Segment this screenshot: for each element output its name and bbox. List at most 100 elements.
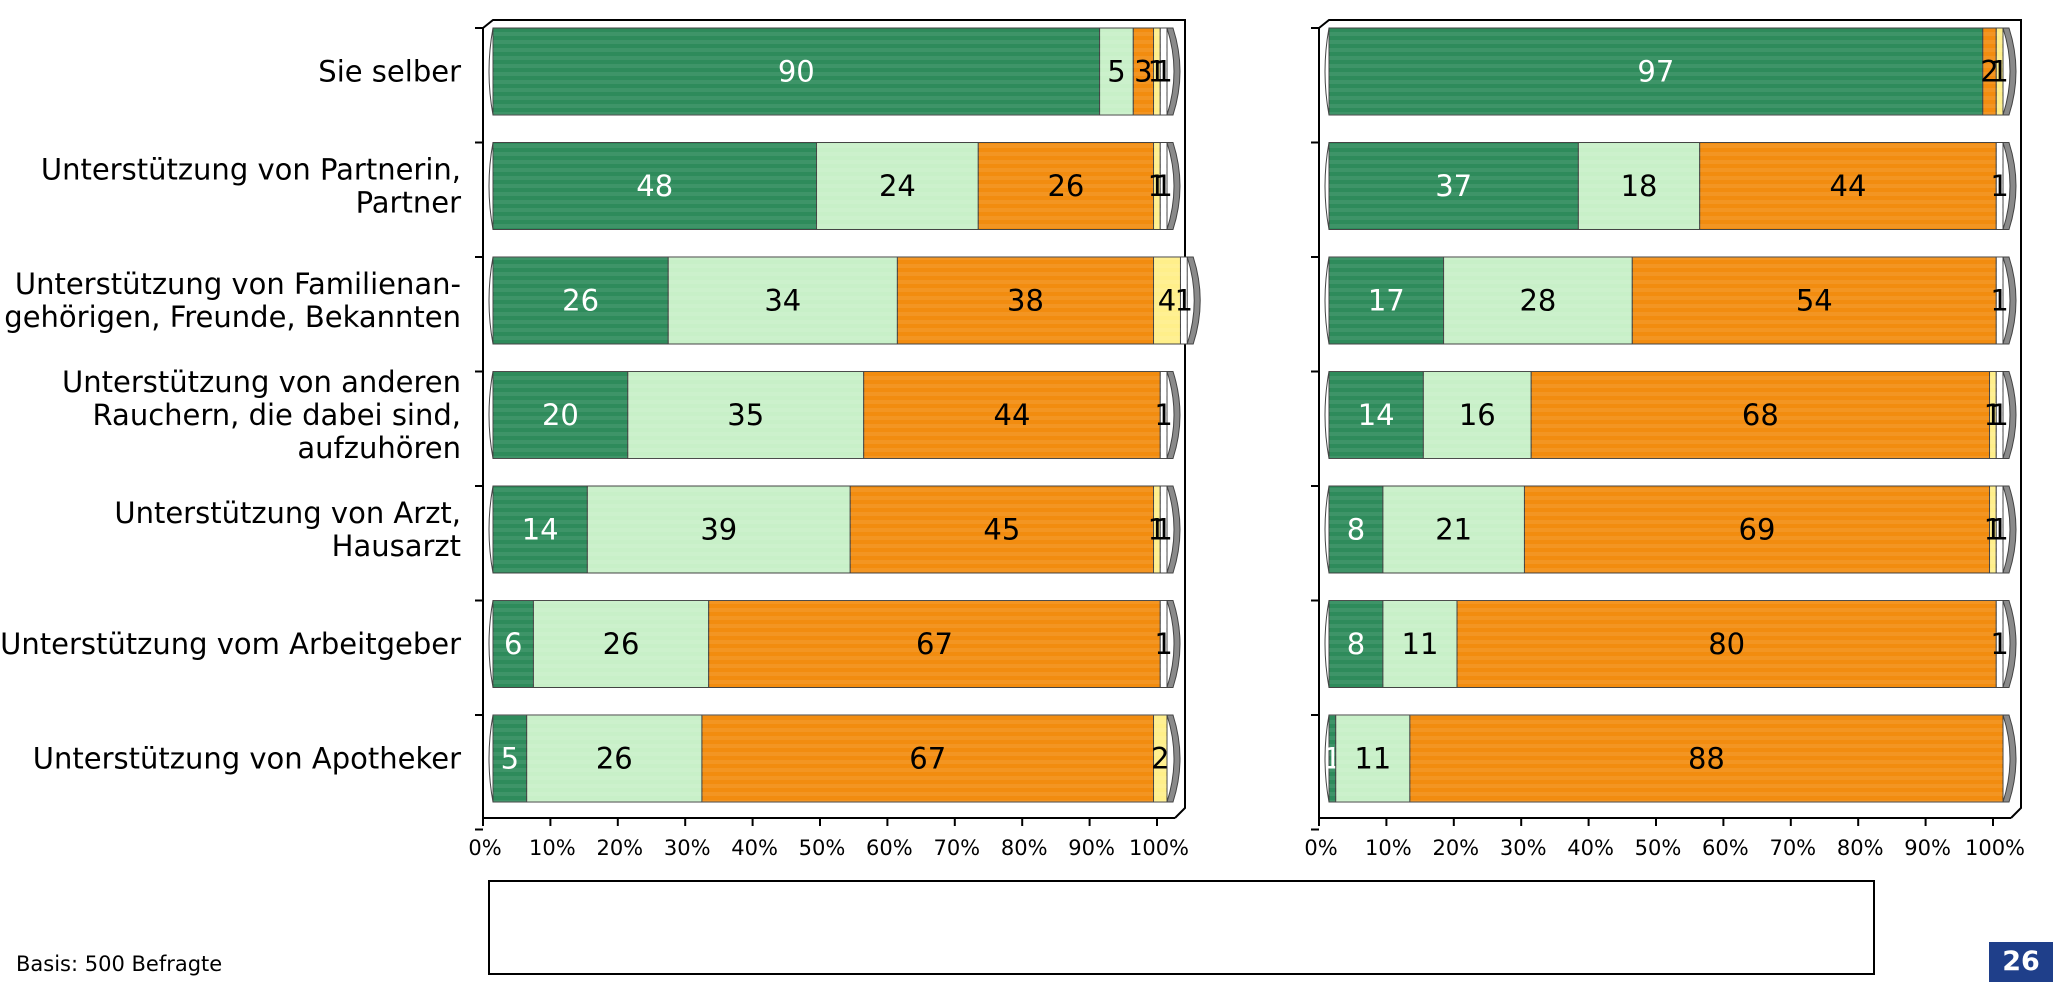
bar-end-cap <box>1186 256 1201 345</box>
bar-end-cap <box>1166 714 1181 803</box>
bar-segment-shading <box>1996 600 2003 688</box>
bar-start-edge <box>1324 600 1330 688</box>
legend-frame <box>488 880 1875 975</box>
bar-end-cap <box>1166 600 1181 688</box>
category-label: gehörigen, Freunde, Bekannten <box>4 300 461 334</box>
x-tick-label: 40% <box>1567 836 1614 860</box>
bar-start-edge <box>1324 27 1330 116</box>
data-label: 80 <box>1708 627 1745 661</box>
bar-segment-shading <box>1443 257 1633 344</box>
bar-start-edge <box>1324 256 1330 345</box>
data-label: 11 <box>1354 742 1391 776</box>
data-label: 1 <box>1990 169 2008 203</box>
x-tick-label: 10% <box>529 836 576 860</box>
bar-segment-shading <box>533 600 709 688</box>
data-label: 4 <box>1158 284 1176 318</box>
data-label: 5 <box>501 742 519 776</box>
bar-segment-shading <box>708 600 1161 688</box>
data-label: 1 <box>1154 627 1172 661</box>
bar-segment-shading <box>1335 715 1410 802</box>
x-tick-label: 60% <box>866 836 913 860</box>
data-label: 44 <box>1830 169 1867 203</box>
category-label: Unterstützung von anderen <box>62 365 461 399</box>
bar-segment-shading <box>1160 142 1167 230</box>
bar-segment-shading <box>493 257 669 344</box>
bar-start-edge <box>1324 714 1330 803</box>
bar-end-cap <box>2002 27 2017 116</box>
data-label: 26 <box>562 284 599 318</box>
category-label: Unterstützung von Partnerin, <box>41 153 461 187</box>
bar-segment-shading <box>1329 486 1383 573</box>
x-tick-label: 20% <box>596 836 643 860</box>
x-tick-label: 10% <box>1365 836 1412 860</box>
bar-segment-shading <box>1329 257 1444 344</box>
bar-segment-shading <box>1632 257 1997 344</box>
data-label: 48 <box>636 169 673 203</box>
x-tick-label: 0% <box>468 836 501 860</box>
data-label: 5 <box>1107 55 1125 89</box>
bar-segment-shading <box>1329 28 1983 115</box>
x-tick-label: 0% <box>1304 836 1337 860</box>
bar-segment-shading <box>1996 28 2003 115</box>
data-label: 1 <box>1175 284 1193 318</box>
bar-start-edge <box>488 371 494 459</box>
bar-end-cap <box>2002 714 2017 803</box>
data-label: 39 <box>700 513 737 547</box>
data-label: 21 <box>1435 513 1472 547</box>
bar-segment-shading <box>627 371 864 459</box>
data-label: 67 <box>916 627 953 661</box>
data-label: 17 <box>1368 284 1405 318</box>
x-tick-label: 50% <box>1635 836 1682 860</box>
x-tick-label: 50% <box>799 836 846 860</box>
data-label: 38 <box>1007 284 1044 318</box>
bar-segment-shading <box>1996 486 2003 573</box>
data-label: 2 <box>1151 742 1169 776</box>
bar-end-cap <box>2002 485 2017 574</box>
bar-segment-shading <box>1423 371 1532 459</box>
data-label: 20 <box>542 398 579 432</box>
bar-end-cap <box>2002 142 2017 230</box>
x-tick-label: 70% <box>1769 836 1816 860</box>
x-tick-label: 90% <box>1068 836 1115 860</box>
bar-segment-shading <box>493 28 1100 115</box>
bar-segment-shading <box>1989 486 1997 573</box>
bar-segment-shading <box>1160 371 1167 459</box>
data-label: 6 <box>504 627 522 661</box>
data-label: 14 <box>522 513 559 547</box>
data-label: 26 <box>596 742 633 776</box>
bar-start-edge <box>1324 485 1330 574</box>
bar-end-cap <box>1166 371 1181 459</box>
bar-segment-shading <box>587 486 851 573</box>
data-label: 8 <box>1347 627 1365 661</box>
bar-segment-shading <box>493 371 628 459</box>
bar-segment-shading <box>493 486 588 573</box>
bar-segment-shading <box>1329 371 1424 459</box>
category-label: Unterstützung von Arzt, <box>114 496 461 530</box>
x-tick-label: 30% <box>1500 836 1547 860</box>
x-tick-label: 70% <box>933 836 980 860</box>
data-label: 1 <box>1990 55 2008 89</box>
bar-end-cap <box>1166 27 1181 116</box>
bar-segment-shading <box>1153 715 1167 802</box>
back-wall <box>482 19 1186 819</box>
x-tick-label: 100% <box>1965 836 2025 860</box>
data-label: 18 <box>1621 169 1658 203</box>
bar-segment-shading <box>493 142 817 230</box>
data-label: 90 <box>778 55 815 89</box>
data-label: 1 <box>1990 627 2008 661</box>
bar-segment-shading <box>1382 486 1525 573</box>
chart-panel-left: 0% 10% 20% 30% 40% 50% 60% 70% 80% 90% 100%90 5 3114… <box>468 19 1201 860</box>
bar-segment-shading <box>1409 715 2003 802</box>
bar-segment-shading <box>1996 371 2003 459</box>
category-label: Hausarzt <box>332 529 461 563</box>
bar-start-edge <box>488 27 494 116</box>
bar-segment-shading <box>1996 257 2003 344</box>
bar-segment-shading <box>1160 28 1167 115</box>
bar-segment-shading <box>816 142 979 230</box>
bar-segment-shading <box>1160 600 1167 688</box>
bar-segment-shading <box>1099 28 1134 115</box>
data-label: 1 <box>1154 169 1172 203</box>
bar-segment-shading <box>526 715 702 802</box>
category-label: Rauchern, die dabei sind, <box>93 398 461 432</box>
